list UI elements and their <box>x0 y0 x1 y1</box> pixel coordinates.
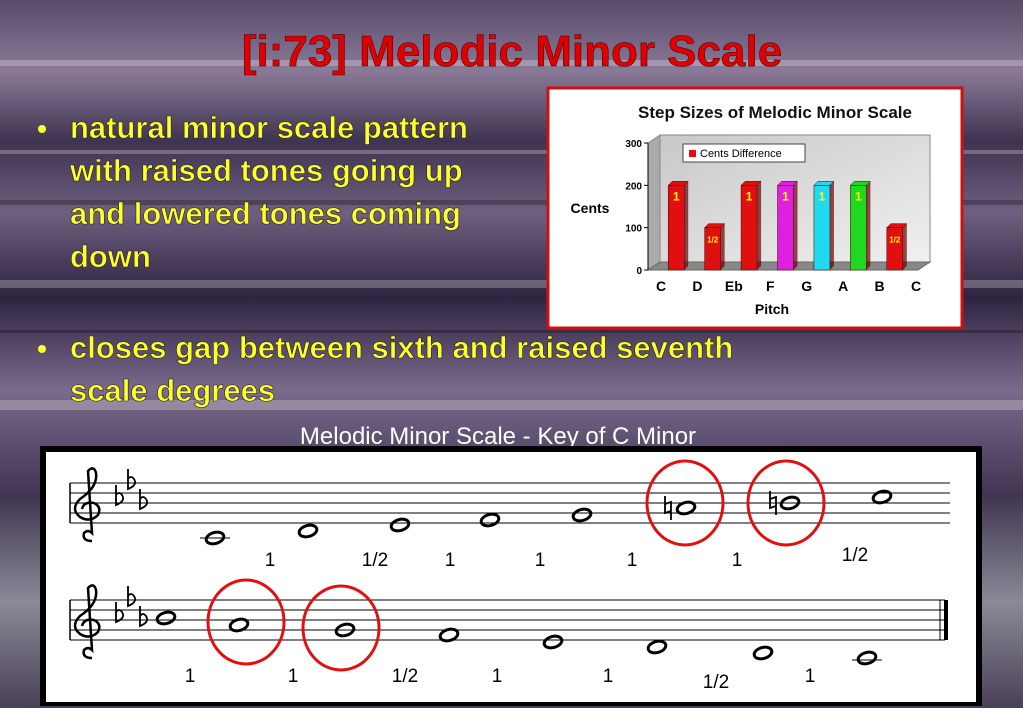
natural-sign <box>769 491 777 515</box>
step-label: 1/2 <box>703 672 729 693</box>
bullet-line: and lowered tones coming <box>70 196 461 231</box>
y-tick-label: 200 <box>625 181 642 192</box>
bullet-line: natural minor scale pattern <box>70 110 468 145</box>
treble-clef <box>73 467 101 543</box>
bar-side <box>720 223 725 270</box>
step-label: 1 <box>805 666 816 687</box>
x-tick-label: G <box>801 278 812 294</box>
note <box>779 495 801 511</box>
y-tick-label: 0 <box>636 266 642 277</box>
bar <box>813 185 831 271</box>
note <box>646 639 668 655</box>
bar <box>740 185 758 271</box>
bullet-dot <box>38 125 46 133</box>
bar-value-label: 1 <box>673 189 680 203</box>
bullet-line: with raised tones going up <box>69 153 463 188</box>
x-tick-label: C <box>911 278 921 294</box>
step-label: 1 <box>265 550 276 571</box>
bar-side <box>757 181 762 270</box>
chart-title: Step Sizes of Melodic Minor Scale <box>638 103 912 122</box>
y-tick-label: 100 <box>625 224 642 235</box>
note <box>675 500 697 516</box>
bar-value-label: 1 <box>855 189 862 203</box>
note <box>334 622 356 638</box>
bar-value-label: 1 <box>819 189 826 203</box>
step-label: 1 <box>603 666 614 687</box>
step-label: 1 <box>185 666 196 687</box>
flat-sign <box>127 586 137 608</box>
legend-box <box>682 143 806 163</box>
x-tick-label: A <box>838 278 848 294</box>
bullet-line: down <box>70 239 151 274</box>
x-tick-label: C <box>656 278 666 294</box>
legend-label: Cents Difference <box>700 148 782 160</box>
step-label: 1 <box>732 550 743 571</box>
bullet-line: closes gap between sixth and raised seve… <box>70 330 733 365</box>
bar-side <box>902 223 907 270</box>
bar-side <box>829 181 834 270</box>
x-tick-label: D <box>692 278 702 294</box>
plot-side <box>647 134 661 271</box>
highlight-circle <box>645 459 725 547</box>
x-axis-label: Pitch <box>755 301 789 317</box>
bullet-line: scale degrees <box>70 373 275 408</box>
music-panel <box>46 452 976 702</box>
bar-value-label: 1/2 <box>707 236 719 245</box>
note <box>228 617 250 633</box>
treble-clef <box>73 584 101 660</box>
step-label: 1/2 <box>392 666 418 687</box>
y-tick-label: 300 <box>625 139 642 150</box>
natural-sign <box>664 496 672 520</box>
flat-sign <box>127 469 137 491</box>
note <box>871 489 893 505</box>
bar-side <box>866 181 871 270</box>
note <box>389 517 411 533</box>
highlight-circle <box>206 578 286 666</box>
x-tick-label: F <box>766 278 775 294</box>
note <box>297 523 319 539</box>
streaks <box>0 60 1023 410</box>
bar-value-label: 1 <box>782 189 789 203</box>
note <box>479 512 501 528</box>
y-axis-label: Cents <box>571 200 610 216</box>
bullet-dot <box>38 345 46 353</box>
note <box>752 645 774 661</box>
note <box>542 634 564 650</box>
step-label: 1 <box>288 666 299 687</box>
bar-value-label: 1 <box>746 189 753 203</box>
step-label: 1 <box>492 666 503 687</box>
flat-sign <box>115 602 125 624</box>
flat-sign <box>139 489 149 511</box>
step-label: 1 <box>627 550 638 571</box>
slide-title: [i:73] Melodic Minor Scale <box>242 27 782 76</box>
note <box>438 627 460 643</box>
x-tick-label: B <box>875 278 885 294</box>
note <box>155 610 177 626</box>
music: 1 1/2 1 1 1 1 1/2 1 1 1/2 1 1 1/2 1 <box>69 459 950 693</box>
bar-value-label: 1/2 <box>889 236 901 245</box>
highlight-circle <box>746 459 826 547</box>
flat-sign <box>115 485 125 507</box>
bar <box>704 227 721 271</box>
bar <box>850 185 867 271</box>
bar <box>886 227 904 271</box>
music-caption: Melodic Minor Scale - Key of C Minor <box>300 423 696 450</box>
highlight-circle <box>301 584 381 672</box>
step-label: 1/2 <box>362 550 388 571</box>
step-label: 1 <box>535 550 546 571</box>
bar <box>777 185 794 271</box>
legend-swatch <box>689 150 696 157</box>
bar-side <box>793 181 798 270</box>
bar-side <box>684 181 689 270</box>
bullets: natural minor scale pattern with raised t… <box>38 110 734 408</box>
x-tick-label: Eb <box>725 278 743 294</box>
chart: Step Sizes of Melodic Minor Scale 0 100 200… <box>571 103 932 317</box>
bar <box>667 185 685 271</box>
step-label: 1/2 <box>842 545 868 566</box>
flat-sign <box>139 606 149 628</box>
step-label: 1 <box>445 550 456 571</box>
note <box>204 530 226 546</box>
note <box>571 507 593 523</box>
